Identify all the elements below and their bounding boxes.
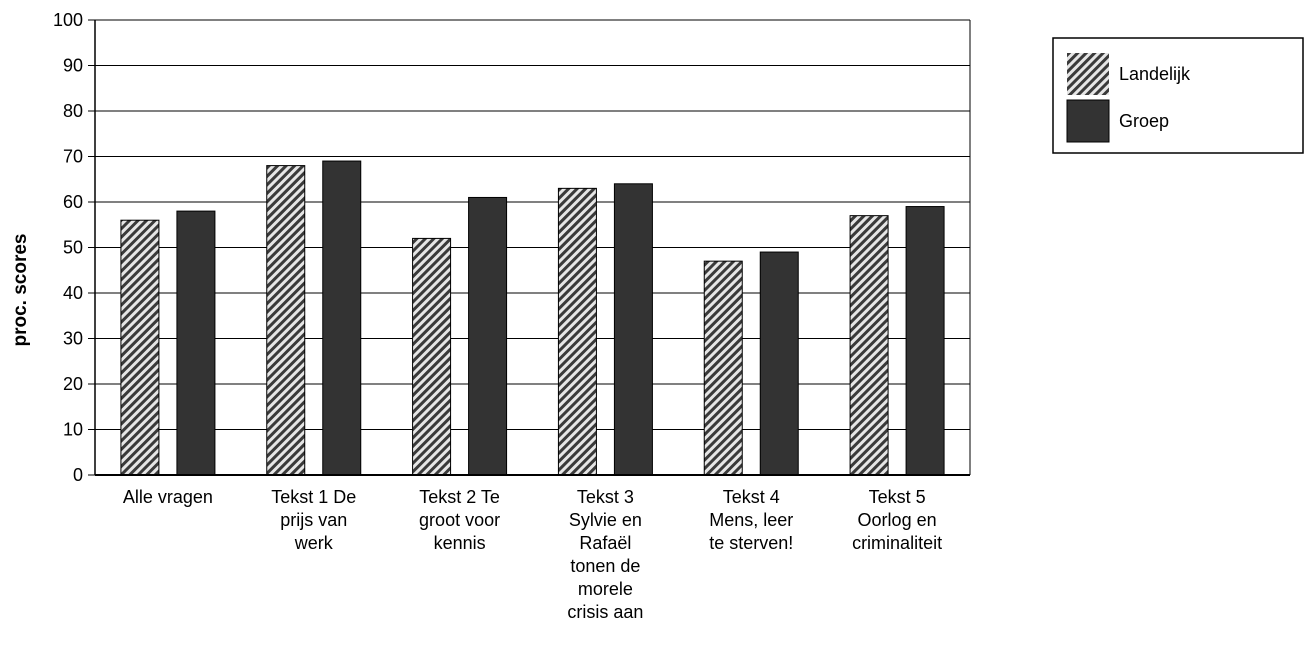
legend-label-groep: Groep — [1119, 111, 1169, 131]
y-tick-label: 70 — [63, 147, 83, 167]
bar-groep — [176, 210, 216, 476]
y-tick-label: 0 — [73, 465, 83, 485]
y-tick-label: 100 — [53, 10, 83, 30]
bar-landelijk — [557, 187, 597, 476]
x-category-label: Tekst 3 Sylvie en Rafaël tonen de morele cris… — [567, 487, 643, 622]
legend-swatch-landelijk — [1067, 53, 1109, 95]
y-tick-label: 90 — [63, 56, 83, 76]
plot-area: 0 10 20 30 40 50 60 70 80 90 100 Alle vragen Tekst 1… — [53, 10, 971, 622]
legend-label-landelijk: Landelijk — [1119, 64, 1191, 84]
bar-groep — [905, 206, 945, 476]
legend: Landelijk Groep — [1052, 37, 1304, 154]
y-tick-label: 40 — [63, 283, 83, 303]
bar-groep — [322, 160, 362, 476]
y-tick-label: 10 — [63, 420, 83, 440]
y-axis-title: proc. scores — [10, 234, 31, 347]
bar-landelijk — [120, 219, 160, 476]
bar-landelijk — [703, 260, 743, 476]
bar-groep — [468, 196, 508, 476]
x-category-label: Tekst 2 Te groot voor kennis — [419, 487, 500, 553]
x-category-label: Alle vragen — [123, 487, 213, 507]
x-category-label: Tekst 1 De prijs van werk — [271, 487, 356, 553]
y-tick-label: 60 — [63, 192, 83, 212]
legend-swatch-groep — [1066, 99, 1110, 143]
bar-landelijk — [849, 215, 889, 476]
bar-landelijk — [266, 165, 306, 476]
y-tick-label: 80 — [63, 101, 83, 121]
y-tick-label: 30 — [63, 329, 83, 349]
y-tick-label: 50 — [63, 238, 83, 258]
bar-groep — [613, 183, 653, 476]
x-category-label: Tekst 4 Mens, leer te sterven! — [709, 487, 793, 553]
bar-groep — [759, 251, 799, 476]
x-category-label: Tekst 5 Oorlog en criminaliteit — [852, 487, 942, 553]
y-tick-label: 20 — [63, 374, 83, 394]
bar-landelijk — [412, 237, 452, 476]
